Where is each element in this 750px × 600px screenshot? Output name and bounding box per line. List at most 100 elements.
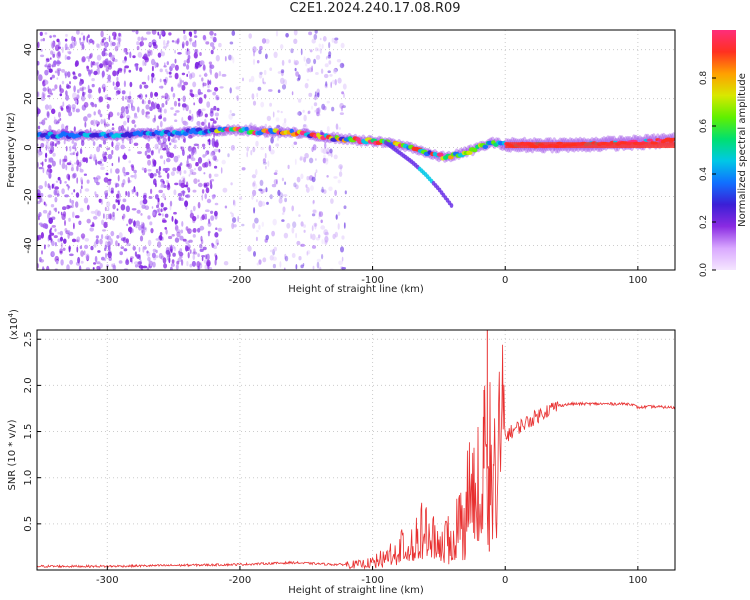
noise-speck bbox=[141, 108, 145, 116]
noise-speck bbox=[92, 215, 98, 220]
noise-speck bbox=[186, 58, 190, 64]
noise-speck bbox=[141, 204, 146, 209]
noise-speck bbox=[324, 158, 329, 165]
noise-speck bbox=[163, 65, 167, 68]
noise-speck bbox=[219, 86, 224, 89]
noise-speck bbox=[215, 54, 220, 62]
noise-speck bbox=[280, 110, 283, 114]
noise-speck bbox=[48, 104, 52, 111]
noise-speck bbox=[297, 111, 302, 116]
noise-speck bbox=[265, 165, 267, 170]
noise-speck bbox=[63, 238, 67, 244]
noise-speck bbox=[50, 232, 55, 236]
noise-speck bbox=[165, 100, 168, 105]
noise-speck bbox=[262, 257, 267, 263]
noise-speck bbox=[134, 264, 139, 268]
noise-speck bbox=[265, 187, 268, 193]
noise-speck bbox=[321, 239, 324, 245]
noise-speck bbox=[59, 105, 63, 110]
noise-speck bbox=[187, 145, 192, 152]
spectrogram-y-ticks: -40 -20 0 20 40 bbox=[23, 43, 41, 254]
noise-speck bbox=[56, 193, 60, 197]
noise-speck bbox=[94, 103, 97, 108]
noise-speck bbox=[98, 96, 104, 103]
noise-speck bbox=[263, 69, 267, 76]
noise-speck bbox=[161, 95, 165, 99]
noise-speck bbox=[210, 215, 215, 221]
noise-speck bbox=[197, 182, 203, 188]
noise-speck bbox=[228, 54, 234, 61]
noise-speck bbox=[112, 203, 116, 210]
noise-speck bbox=[71, 41, 76, 49]
noise-speck bbox=[64, 54, 67, 61]
noise-speck bbox=[112, 264, 117, 270]
noise-speck bbox=[117, 67, 123, 72]
noise-speck bbox=[268, 144, 272, 152]
noise-speck bbox=[147, 135, 151, 142]
noise-speck bbox=[318, 211, 324, 218]
noise-speck bbox=[47, 235, 50, 242]
noise-speck bbox=[300, 173, 304, 180]
noise-speck bbox=[316, 258, 321, 263]
noise-speck bbox=[91, 83, 95, 88]
noise-speck bbox=[190, 93, 195, 98]
noise-speck bbox=[127, 191, 130, 198]
noise-speck bbox=[131, 30, 136, 33]
noise-speck bbox=[105, 123, 110, 127]
noise-speck bbox=[122, 198, 127, 203]
noise-speck bbox=[77, 89, 80, 94]
spectrogram-x-tick-label: 100 bbox=[628, 275, 647, 286]
noise-speck bbox=[133, 142, 139, 146]
noise-speck bbox=[125, 259, 130, 266]
noise-speck bbox=[151, 72, 155, 78]
noise-speck bbox=[149, 221, 153, 226]
noise-speck bbox=[56, 141, 61, 145]
noise-speck bbox=[198, 64, 201, 68]
noise-speck bbox=[72, 107, 75, 113]
noise-speck bbox=[185, 50, 189, 56]
noise-speck bbox=[221, 73, 227, 77]
noise-speck bbox=[98, 144, 102, 148]
colorbar-tick-label: 0.6 bbox=[699, 119, 709, 134]
noise-speck bbox=[132, 245, 136, 251]
noise-speck bbox=[135, 220, 140, 226]
noise-speck bbox=[94, 191, 97, 196]
noise-speck bbox=[160, 142, 164, 149]
noise-speck bbox=[122, 154, 128, 160]
noise-speck bbox=[154, 114, 156, 122]
noise-speck bbox=[196, 121, 201, 126]
noise-speck bbox=[172, 167, 177, 172]
noise-speck bbox=[306, 57, 311, 64]
noise-speck bbox=[95, 159, 98, 166]
noise-speck bbox=[111, 162, 114, 167]
noise-speck bbox=[213, 132, 216, 138]
noise-speck bbox=[197, 227, 201, 233]
noise-speck bbox=[57, 211, 60, 214]
noise-speck bbox=[42, 37, 45, 42]
colorbar-tick-label: 0.4 bbox=[699, 167, 709, 182]
noise-speck bbox=[291, 205, 295, 212]
noise-speck bbox=[201, 194, 204, 201]
noise-speck bbox=[163, 184, 167, 189]
noise-speck bbox=[333, 68, 337, 74]
noise-speck bbox=[265, 38, 270, 44]
noise-speck bbox=[262, 81, 266, 85]
noise-speck bbox=[158, 175, 162, 178]
noise-speck bbox=[162, 218, 166, 223]
noise-speck bbox=[136, 191, 139, 197]
colorbar-gradient bbox=[712, 30, 736, 270]
ridge-core bbox=[244, 126, 249, 132]
noise-speck bbox=[105, 252, 107, 259]
noise-speck bbox=[178, 250, 181, 254]
noise-speck bbox=[182, 238, 187, 242]
noise-speck bbox=[64, 38, 68, 42]
noise-speck bbox=[80, 233, 86, 239]
noise-speck bbox=[142, 60, 145, 67]
noise-speck bbox=[209, 67, 212, 74]
noise-speck bbox=[174, 58, 177, 64]
noise-speck bbox=[235, 86, 241, 90]
noise-speck bbox=[168, 235, 173, 240]
noise-speck bbox=[186, 73, 188, 77]
noise-speck bbox=[103, 155, 107, 162]
noise-speck bbox=[67, 174, 71, 181]
